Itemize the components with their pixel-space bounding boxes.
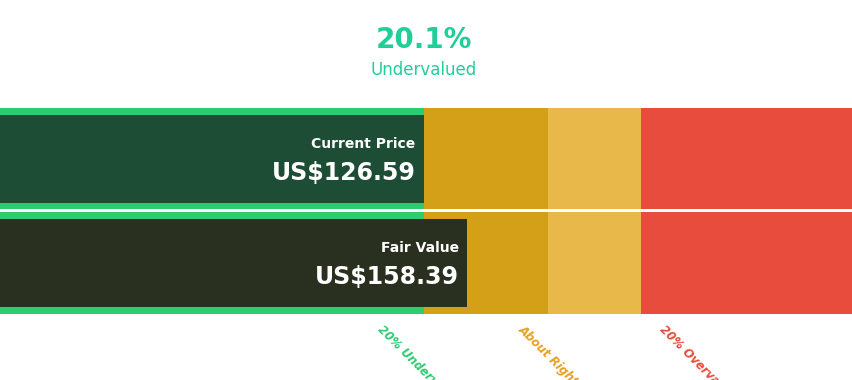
Text: 20% Overvalued: 20% Overvalued bbox=[656, 323, 741, 380]
Text: Current Price: Current Price bbox=[311, 137, 415, 150]
Text: 20% Undervalued: 20% Undervalued bbox=[375, 323, 466, 380]
Text: US$126.59: US$126.59 bbox=[271, 161, 415, 185]
Text: US$158.39: US$158.39 bbox=[314, 265, 458, 290]
Text: 20.1%: 20.1% bbox=[376, 26, 471, 54]
Text: Undervalued: Undervalued bbox=[371, 61, 476, 79]
Text: Fair Value: Fair Value bbox=[380, 241, 458, 255]
Text: About Right: About Right bbox=[515, 323, 580, 380]
